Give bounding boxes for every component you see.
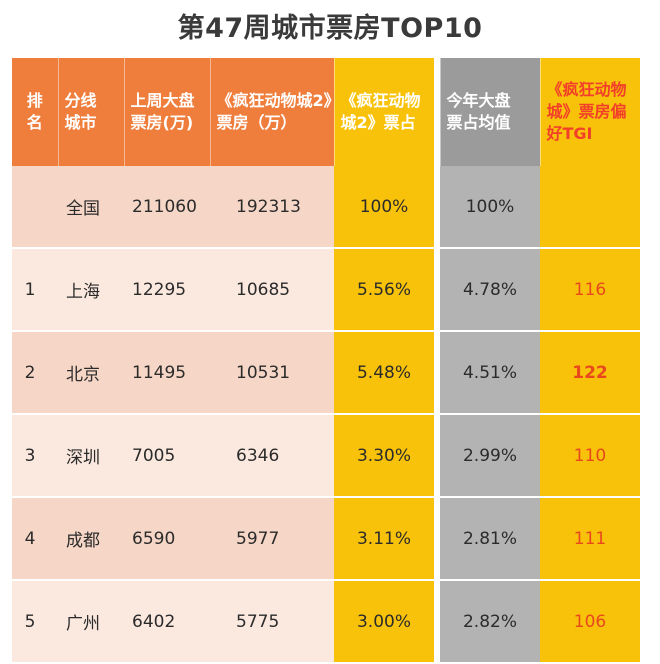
cell-share: 3.00% <box>334 580 434 664</box>
table-row: 4 成都 6590 5977 3.11% 2.81% 111 <box>12 497 640 581</box>
cell-share: 100% <box>334 166 434 249</box>
cell-city: 成都 <box>58 497 124 581</box>
cell-share: 3.11% <box>334 497 434 581</box>
cell-rank: 1 <box>12 248 58 332</box>
table-row: 2 北京 11495 10531 5.48% 4.51% 122 <box>12 331 640 415</box>
cell-avg-share: 2.81% <box>440 497 540 581</box>
box-office-table: 排 名 分线 城市 上周大盘 票房(万) 《疯狂动物城2》 票房（万） 《疯狂动… <box>12 58 641 664</box>
cell-avg-share: 2.82% <box>440 580 540 664</box>
cell-zootopia: 192313 <box>210 166 334 249</box>
header-share: 《疯狂动物 城2》票占 <box>334 58 435 166</box>
header-tgi-line2: 城》票房偏 <box>546 102 627 121</box>
cell-last-week: 6402 <box>124 580 210 664</box>
header-last-week-line1: 上周大盘 <box>130 91 195 110</box>
cell-last-week: 6590 <box>124 497 210 581</box>
header-avg-share-line1: 今年大盘 <box>446 91 511 110</box>
header-rank: 排 名 <box>12 58 59 166</box>
header-tgi-line1: 《疯狂动物 <box>546 80 627 99</box>
header-tgi: 《疯狂动物 城》票房偏 好TGI <box>540 58 641 166</box>
cell-last-week: 211060 <box>124 166 210 249</box>
cell-avg-share: 2.99% <box>440 414 540 498</box>
table-row: 全国 211060 192313 100% 100% <box>12 166 640 249</box>
table-row: 5 广州 6402 5775 3.00% 2.82% 106 <box>12 580 640 664</box>
cell-avg-share: 4.78% <box>440 248 540 332</box>
cell-tgi: 122 <box>540 331 640 415</box>
cell-city: 全国 <box>58 166 124 249</box>
cell-share: 5.56% <box>334 248 434 332</box>
header-last-week-line2: 票房(万) <box>130 113 194 132</box>
cell-tgi: 111 <box>540 497 640 581</box>
cell-city: 广州 <box>58 580 124 664</box>
cell-rank: 2 <box>12 331 58 415</box>
table-row: 3 深圳 7005 6346 3.30% 2.99% 110 <box>12 414 640 498</box>
cell-avg-share: 4.51% <box>440 331 540 415</box>
column-gap <box>434 497 440 581</box>
cell-tgi: 110 <box>540 414 640 498</box>
cell-rank: 3 <box>12 414 58 498</box>
cell-rank <box>12 166 58 249</box>
cell-tgi <box>540 166 640 249</box>
header-tgi-line3: 好TGI <box>546 124 593 143</box>
header-zootopia-line2: 票房（万） <box>216 113 297 132</box>
column-gap <box>434 166 440 249</box>
cell-share: 5.48% <box>334 331 434 415</box>
header-zootopia-line1: 《疯狂动物城2》 <box>216 91 340 110</box>
header-city-line1: 分线 <box>64 91 97 110</box>
column-gap <box>434 331 440 415</box>
header-avg-share-line2: 票占均值 <box>446 113 511 132</box>
cell-city: 上海 <box>58 248 124 332</box>
cell-zootopia: 10531 <box>210 331 334 415</box>
cell-avg-share: 100% <box>440 166 540 249</box>
cell-last-week: 11495 <box>124 331 210 415</box>
page-title: 第47周城市票房TOP10 <box>177 13 483 44</box>
cell-tgi: 116 <box>540 248 640 332</box>
cell-tgi: 106 <box>540 580 640 664</box>
header-last-week: 上周大盘 票房(万) <box>124 58 211 166</box>
cell-city: 北京 <box>58 331 124 415</box>
cell-last-week: 12295 <box>124 248 210 332</box>
table-header-row: 排 名 分线 城市 上周大盘 票房(万) 《疯狂动物城2》 票房（万） 《疯狂动… <box>12 58 641 166</box>
cell-rank: 4 <box>12 497 58 581</box>
header-rank-line2: 名 <box>26 113 43 132</box>
header-share-line2: 城2》票占 <box>340 113 416 132</box>
cell-city: 深圳 <box>58 414 124 498</box>
header-rank-line1: 排 <box>26 91 43 110</box>
table-row: 1 上海 12295 10685 5.56% 4.78% 116 <box>12 248 640 332</box>
cell-rank: 5 <box>12 580 58 664</box>
header-share-line1: 《疯狂动物 <box>340 91 421 110</box>
column-gap <box>434 58 441 166</box>
header-city: 分线 城市 <box>58 58 125 166</box>
cell-zootopia: 6346 <box>210 414 334 498</box>
header-avg-share: 今年大盘 票占均值 <box>440 58 541 166</box>
cell-zootopia: 5977 <box>210 497 334 581</box>
header-zootopia: 《疯狂动物城2》 票房（万） <box>210 58 340 166</box>
cell-last-week: 7005 <box>124 414 210 498</box>
column-gap <box>434 414 440 498</box>
header-city-line2: 城市 <box>64 113 97 132</box>
cell-zootopia: 5775 <box>210 580 334 664</box>
cell-zootopia: 10685 <box>210 248 334 332</box>
cell-share: 3.30% <box>334 414 434 498</box>
column-gap <box>434 248 440 332</box>
